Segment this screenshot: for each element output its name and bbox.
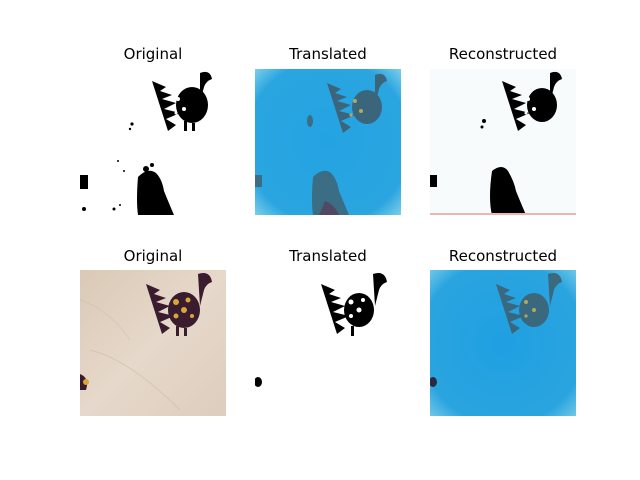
panel-title-reconstructed-row2: Reconstructed bbox=[448, 247, 558, 265]
panel-title-reconstructed-row1: Reconstructed bbox=[448, 45, 558, 63]
image-reconstructed-binary bbox=[430, 69, 576, 215]
panel-title-translated-row1: Translated bbox=[289, 45, 367, 63]
panel-title-original-row1: Original bbox=[123, 45, 183, 63]
image-original-binary bbox=[80, 69, 226, 215]
panel-title-original-row2: Original bbox=[123, 247, 183, 265]
image-translated-blue bbox=[255, 69, 401, 215]
image-translated-binary bbox=[255, 270, 401, 416]
panel-title-translated-row2: Translated bbox=[289, 247, 367, 265]
image-reconstructed-blue bbox=[430, 270, 576, 416]
image-original-fabric bbox=[80, 270, 226, 416]
